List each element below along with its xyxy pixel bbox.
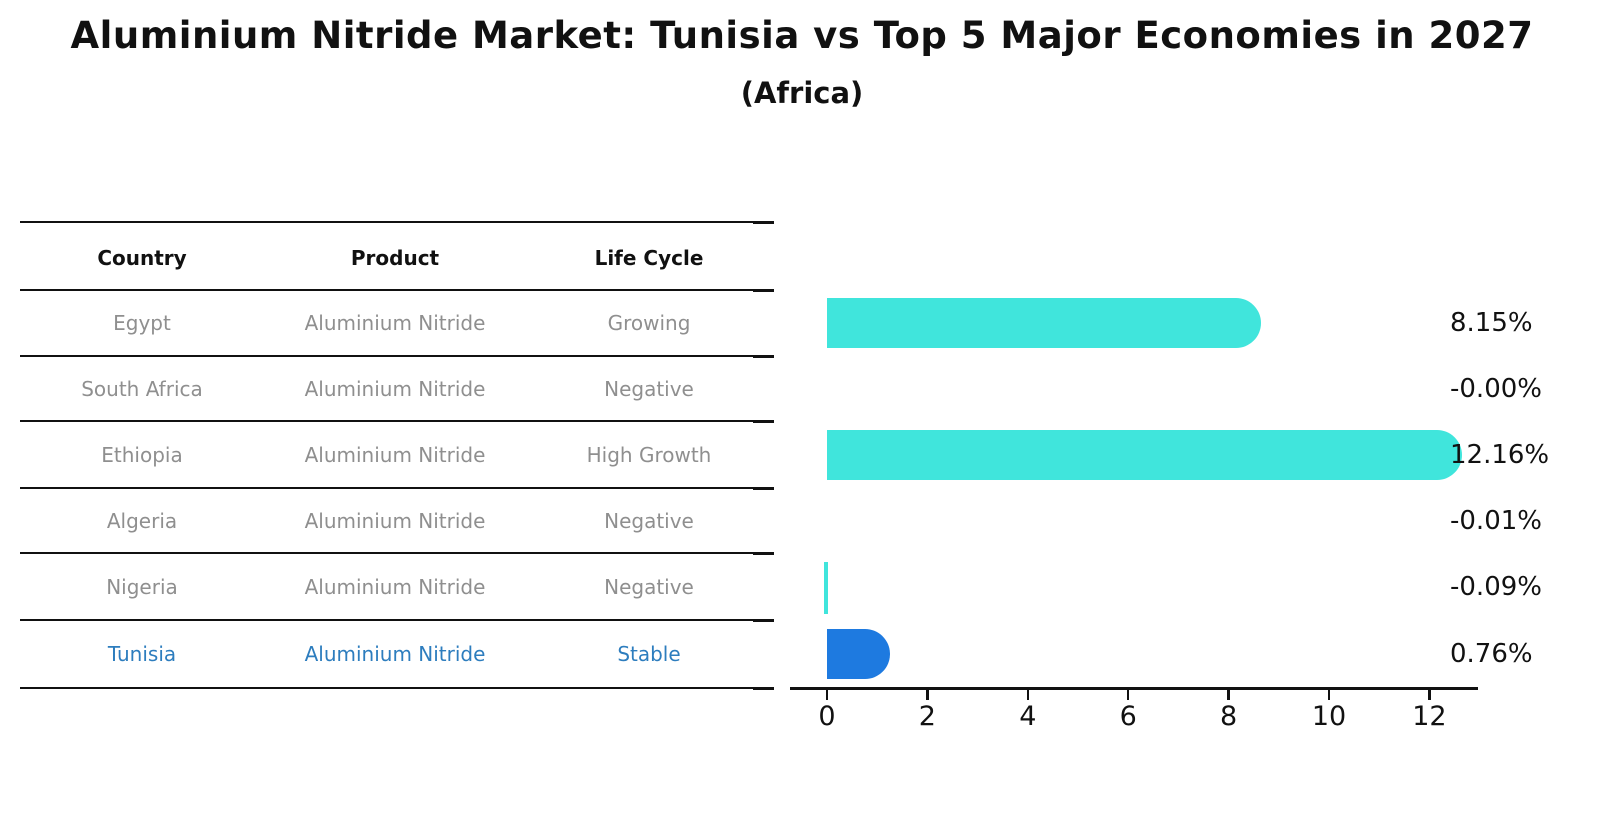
table-cell-life-cycle-egypt: Growing — [607, 311, 691, 335]
table-rule — [20, 289, 772, 291]
table-cell-country-algeria: Algeria — [106, 508, 178, 533]
bar-ethiopia — [827, 429, 1463, 480]
y-axis-tick — [753, 355, 774, 358]
table-rule — [20, 487, 772, 489]
value-label-algeria: -0.01% — [1450, 505, 1542, 536]
x-axis-tick-label: 6 — [1119, 701, 1137, 732]
table-header-country: Country — [97, 246, 187, 270]
table-rule — [20, 420, 772, 422]
table-cell-product-egypt: Aluminium Nitride — [304, 311, 486, 335]
value-label-ethiopia: 12.16% — [1450, 439, 1550, 470]
x-axis-tick — [1026, 690, 1030, 700]
x-axis-tick — [1126, 690, 1130, 700]
table-rule — [20, 687, 772, 689]
table-cell-product-algeria: Aluminium Nitride — [304, 508, 486, 533]
bar-nigeria — [824, 561, 828, 614]
table-rule — [20, 355, 772, 357]
table-cell-life-cycle-algeria: Negative — [604, 508, 694, 533]
table-rule — [20, 619, 772, 621]
table-cell-country-tunisia: Tunisia — [107, 642, 177, 666]
table-cell-country-ethiopia: Ethiopia — [101, 442, 183, 467]
table-cell-product-south-africa: Aluminium Nitride — [304, 376, 486, 401]
x-axis-tick-label: 0 — [818, 701, 836, 732]
table-cell-country-south-africa: South Africa — [81, 376, 203, 401]
y-axis-tick — [753, 289, 774, 292]
table-cell-product-tunisia: Aluminium Nitride — [304, 642, 486, 666]
y-axis-tick — [753, 487, 774, 490]
y-axis-tick — [753, 221, 774, 224]
x-axis-tick-label: 10 — [1311, 701, 1347, 732]
x-axis-tick — [1428, 690, 1431, 700]
y-axis-tick — [753, 552, 774, 555]
value-label-tunisia: 0.76% — [1450, 639, 1533, 669]
table-cell-country-egypt: Egypt — [113, 311, 171, 335]
x-axis-tick — [825, 690, 829, 700]
y-axis-tick — [753, 687, 774, 690]
value-label-nigeria: -0.09% — [1450, 571, 1542, 602]
x-axis-tick — [926, 690, 929, 700]
table-rule — [20, 552, 772, 554]
table-header-product: Product — [350, 246, 440, 270]
table-cell-product-ethiopia: Aluminium Nitride — [304, 442, 486, 467]
chart-subtitle: (Africa) — [740, 76, 864, 110]
x-axis-tick-label: 4 — [1019, 701, 1037, 732]
bar-tunisia — [827, 629, 891, 679]
x-axis-tick — [1327, 690, 1331, 700]
table-cell-life-cycle-nigeria: Negative — [604, 574, 694, 599]
table-cell-life-cycle-ethiopia: High Growth — [586, 442, 712, 467]
x-axis-tick — [1227, 690, 1230, 700]
x-axis-tick-label: 12 — [1412, 701, 1447, 732]
chart-title: Aluminium Nitride Market: Tunisia vs Top… — [70, 14, 1534, 57]
table-rule — [20, 221, 772, 223]
y-axis-tick — [753, 420, 774, 423]
bar-egypt — [827, 298, 1262, 348]
x-axis-tick-label: 2 — [918, 701, 936, 732]
value-label-egypt: 8.15% — [1450, 308, 1533, 338]
table-header-life-cycle: Life Cycle — [594, 246, 704, 270]
table-cell-life-cycle-tunisia: Stable — [617, 642, 681, 666]
y-axis-tick — [753, 619, 774, 622]
table-cell-product-nigeria: Aluminium Nitride — [304, 574, 486, 599]
table-cell-country-nigeria: Nigeria — [106, 574, 178, 599]
x-axis — [790, 687, 1478, 690]
value-label-south-africa: -0.00% — [1450, 373, 1542, 404]
table-cell-life-cycle-south-africa: Negative — [604, 376, 694, 401]
x-axis-tick-label: 8 — [1220, 701, 1238, 732]
